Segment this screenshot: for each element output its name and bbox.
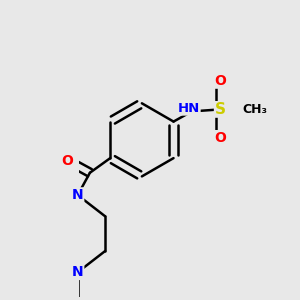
Text: CH₃: CH₃ [242, 103, 267, 116]
Text: N: N [72, 265, 83, 279]
Text: O: O [61, 154, 74, 168]
Text: O: O [214, 131, 226, 145]
Text: O: O [214, 74, 226, 88]
Text: S: S [215, 102, 226, 117]
Text: HN: HN [178, 102, 200, 115]
Text: N: N [72, 188, 83, 202]
